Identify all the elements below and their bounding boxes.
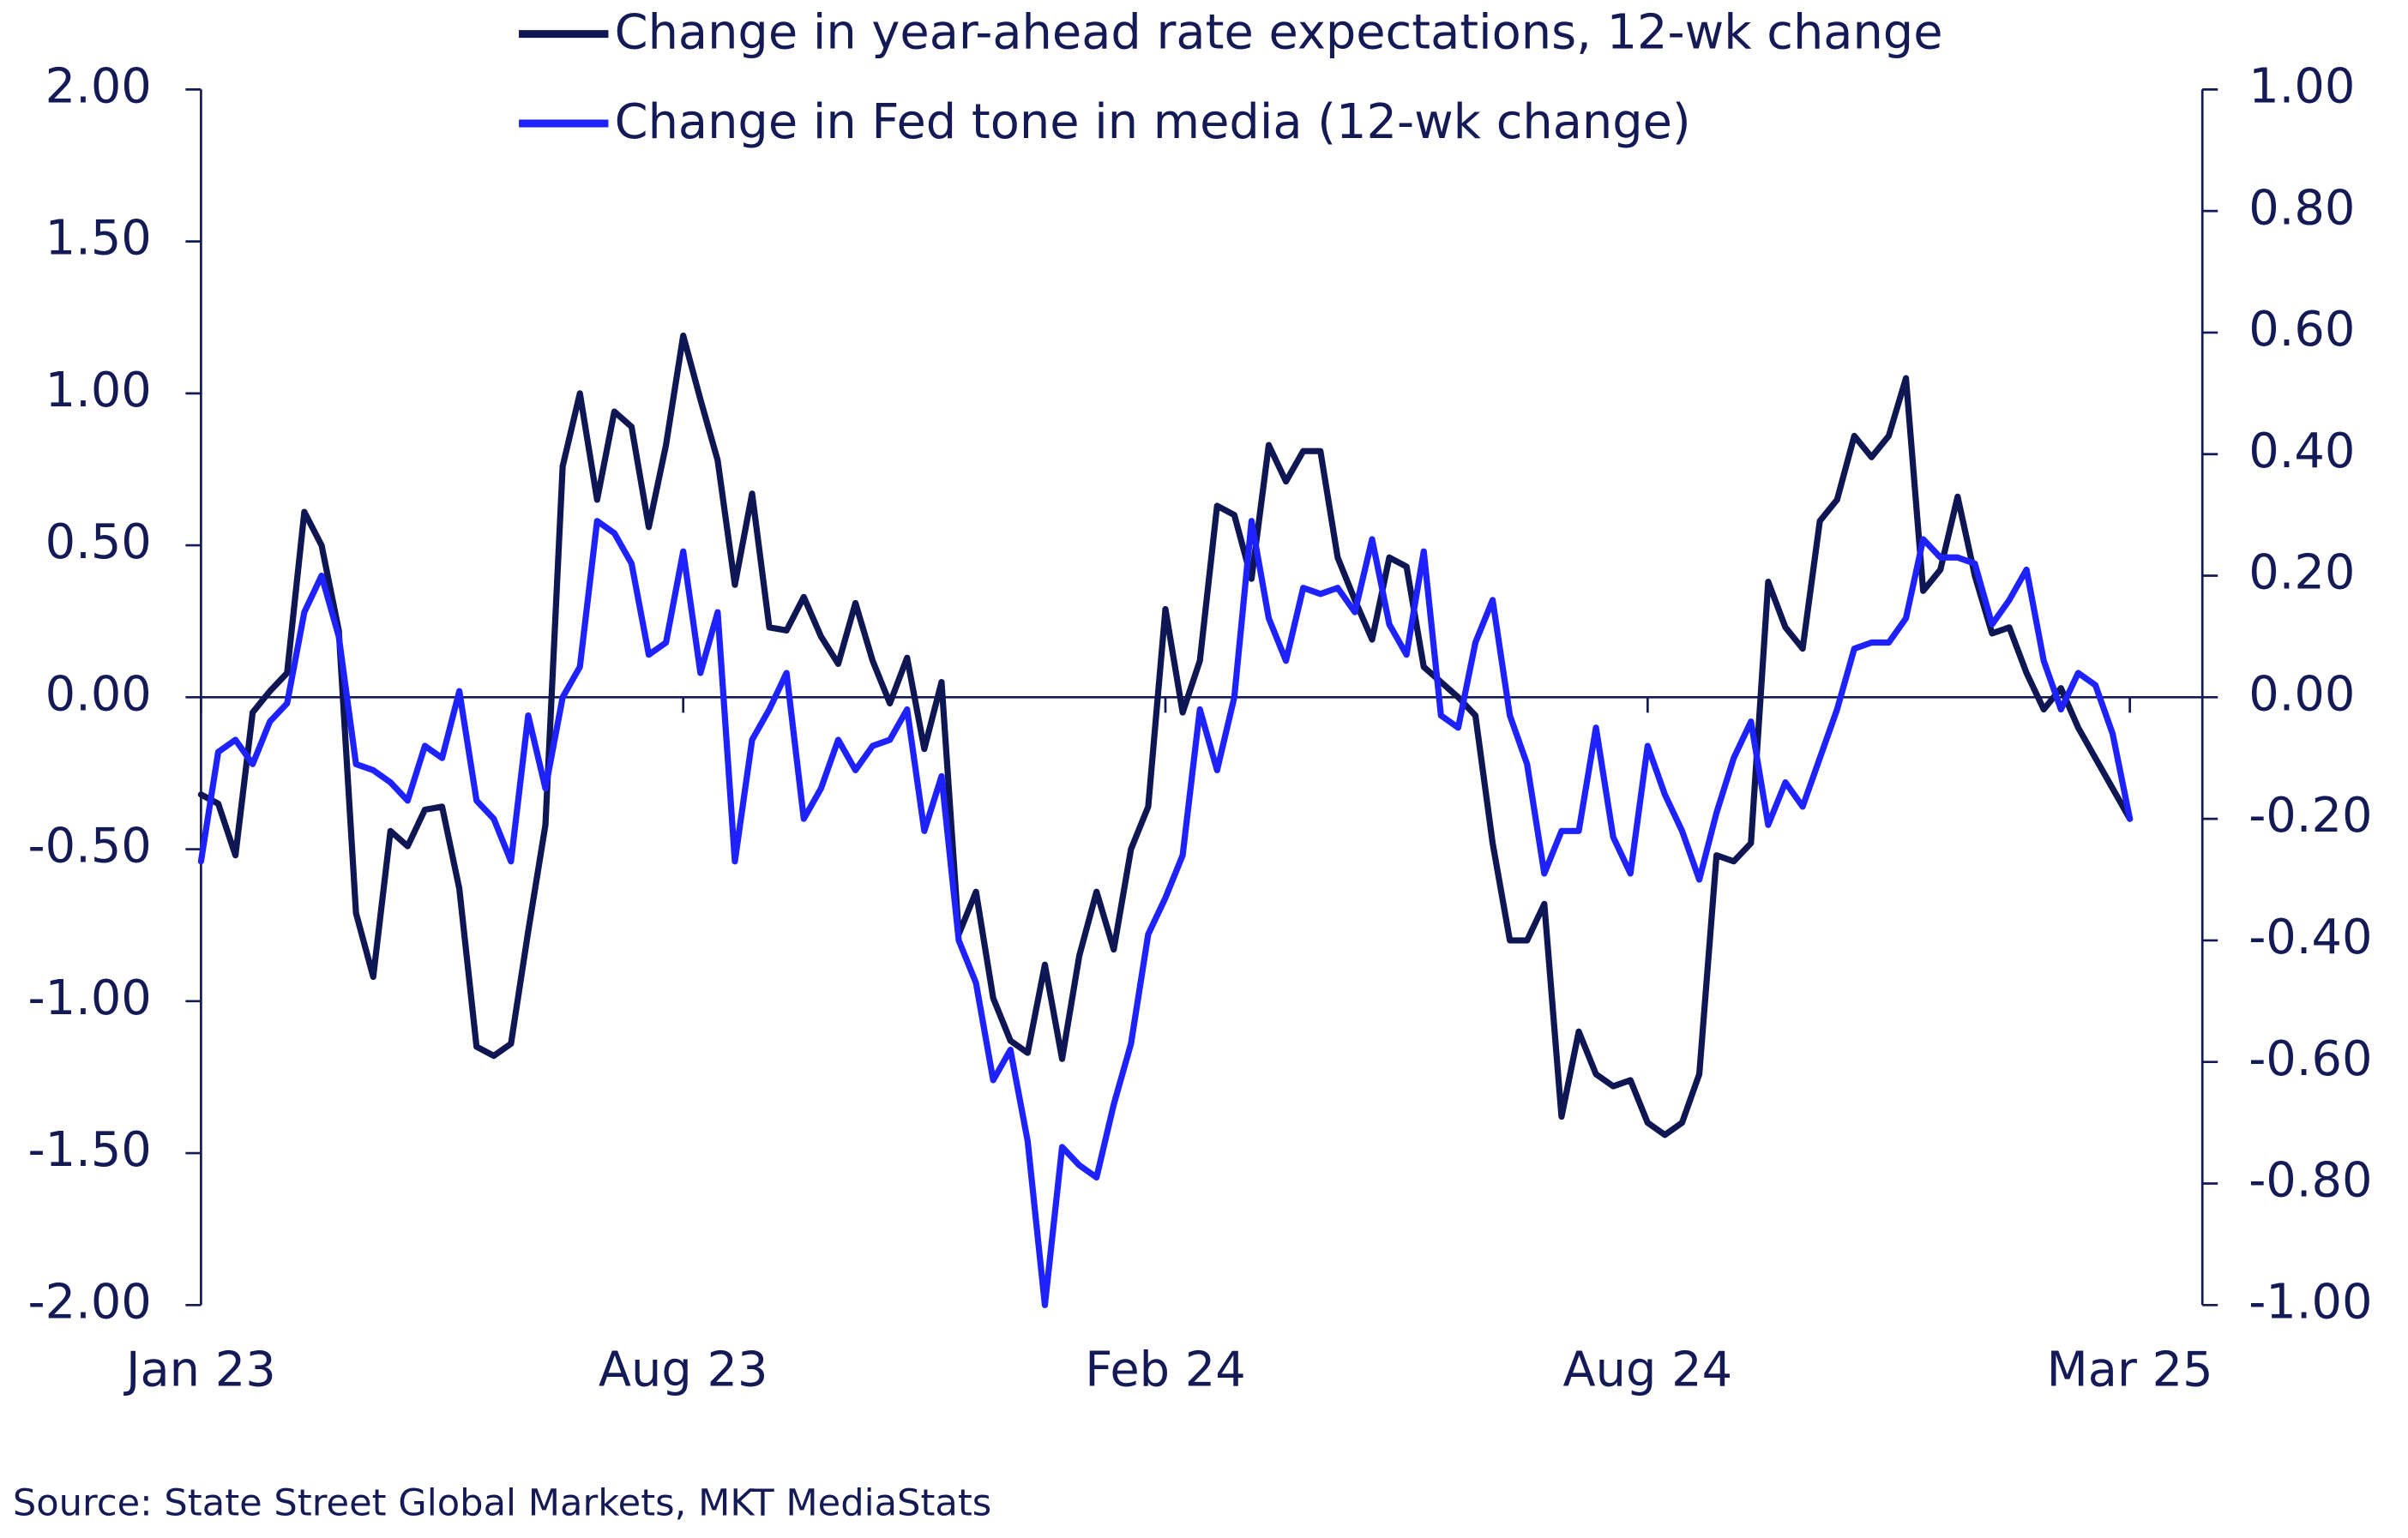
series-line	[197, 518, 2134, 1308]
y2-tick-label: -1.00	[2248, 1274, 2372, 1330]
x-tick-label: Jan 23	[123, 1343, 276, 1398]
legend-label: Change in year-ahead rate expectations, …	[615, 5, 1943, 61]
y2-tick-label: -0.40	[2248, 910, 2372, 965]
y-tick-label: -2.00	[28, 1274, 152, 1330]
y-tick-label: 0.00	[45, 666, 152, 722]
y2-tick-label: -0.80	[2248, 1153, 2372, 1209]
legend-label: Change in Fed tone in media (12-wk chang…	[615, 94, 1691, 150]
y-tick-label: 2.00	[45, 58, 152, 114]
series-line	[197, 332, 2134, 1138]
x-tick-label: Aug 24	[1563, 1343, 1733, 1398]
y-tick-label: -0.50	[28, 819, 152, 874]
y2-tick-label: -0.20	[2248, 788, 2372, 844]
y-tick-label: -1.50	[28, 1122, 152, 1178]
x-tick-label: Feb 24	[1085, 1343, 1245, 1398]
y-tick-label: 1.00	[45, 363, 152, 418]
x-tick-label: Mar 25	[2047, 1343, 2213, 1398]
y2-tick-label: 0.60	[2248, 302, 2355, 357]
y-tick-label: 1.50	[45, 211, 152, 267]
y2-tick-label: 0.80	[2248, 180, 2355, 236]
source-note: Source: State Street Global Markets, MKT…	[13, 1482, 991, 1525]
y2-tick-label: 0.20	[2248, 545, 2355, 601]
y-tick-label: -1.00	[28, 970, 152, 1026]
y2-tick-label: -0.60	[2248, 1031, 2372, 1087]
x-tick-label: Aug 23	[599, 1343, 768, 1398]
y2-tick-label: 1.00	[2248, 58, 2355, 114]
y2-tick-label: 0.00	[2248, 666, 2355, 722]
y-tick-label: 0.50	[45, 514, 152, 570]
y2-tick-label: 0.40	[2248, 424, 2355, 479]
